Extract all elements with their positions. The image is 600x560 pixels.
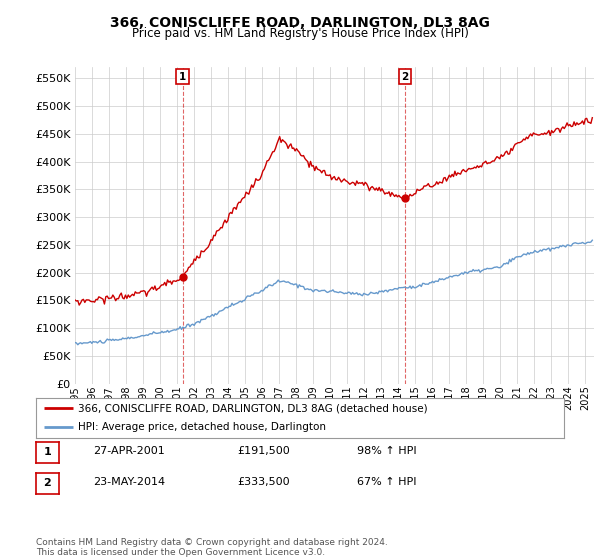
- Text: 366, CONISCLIFFE ROAD, DARLINGTON, DL3 8AG (detached house): 366, CONISCLIFFE ROAD, DARLINGTON, DL3 8…: [78, 404, 428, 413]
- Text: Contains HM Land Registry data © Crown copyright and database right 2024.
This d: Contains HM Land Registry data © Crown c…: [36, 538, 388, 557]
- Text: 2: 2: [401, 72, 409, 82]
- Text: 1: 1: [44, 447, 51, 458]
- Text: £191,500: £191,500: [237, 446, 290, 456]
- Text: 1: 1: [179, 72, 186, 82]
- Text: 27-APR-2001: 27-APR-2001: [93, 446, 165, 456]
- Text: 98% ↑ HPI: 98% ↑ HPI: [357, 446, 416, 456]
- Text: 23-MAY-2014: 23-MAY-2014: [93, 477, 165, 487]
- Text: £333,500: £333,500: [237, 477, 290, 487]
- Text: 366, CONISCLIFFE ROAD, DARLINGTON, DL3 8AG: 366, CONISCLIFFE ROAD, DARLINGTON, DL3 8…: [110, 16, 490, 30]
- Text: 67% ↑ HPI: 67% ↑ HPI: [357, 477, 416, 487]
- Text: Price paid vs. HM Land Registry's House Price Index (HPI): Price paid vs. HM Land Registry's House …: [131, 27, 469, 40]
- Text: HPI: Average price, detached house, Darlington: HPI: Average price, detached house, Darl…: [78, 422, 326, 432]
- Text: 2: 2: [44, 478, 51, 488]
